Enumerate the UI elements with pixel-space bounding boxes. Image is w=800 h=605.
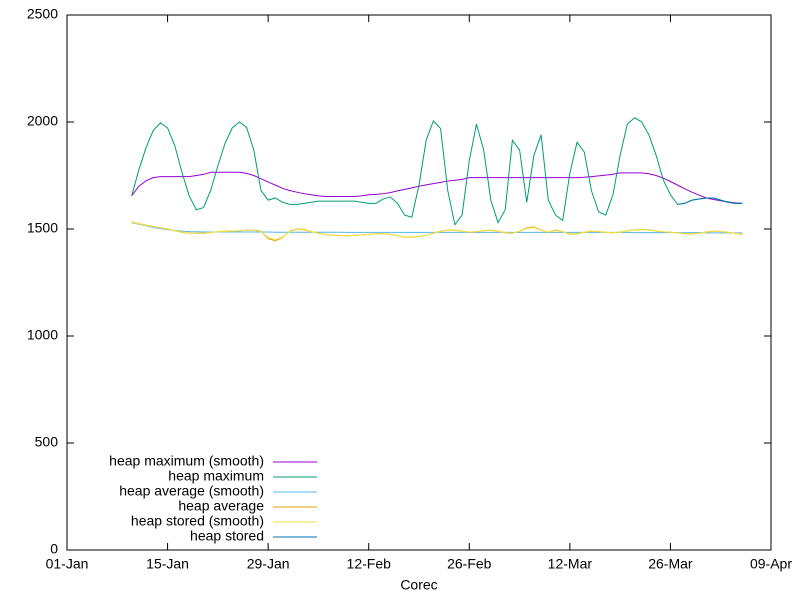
y-tick-label: 2000 bbox=[27, 113, 58, 129]
x-tick-label: 26-Feb bbox=[447, 556, 492, 572]
y-tick-label: 2500 bbox=[27, 6, 58, 22]
legend-label: heap stored (smooth) bbox=[131, 513, 264, 529]
x-tick-label: 01-Jan bbox=[46, 556, 89, 572]
plot-frame bbox=[66, 14, 772, 551]
x-tick-label: 09-Apr bbox=[750, 556, 792, 572]
x-tick-label: 26-Mar bbox=[648, 556, 693, 572]
legend-label: heap maximum (smooth) bbox=[109, 453, 264, 469]
x-axis-label: Corec bbox=[400, 577, 437, 593]
legend-label: heap maximum bbox=[168, 468, 264, 484]
y-tick-label: 1000 bbox=[27, 327, 58, 343]
x-tick-label: 29-Jan bbox=[247, 556, 290, 572]
y-tick-label: 1500 bbox=[27, 220, 58, 236]
series-line bbox=[677, 197, 743, 205]
series-line bbox=[131, 117, 743, 226]
x-tick-label: 12-Feb bbox=[347, 556, 392, 572]
legend-label: heap average (smooth) bbox=[119, 483, 264, 499]
y-tick-label: 500 bbox=[35, 434, 59, 450]
y-tick-label: 0 bbox=[50, 541, 58, 557]
series-line bbox=[131, 221, 743, 241]
legend-label: heap average bbox=[178, 498, 264, 514]
x-tick-label: 12-Mar bbox=[548, 556, 593, 572]
legend-label: heap stored bbox=[190, 528, 264, 544]
x-tick-label: 15-Jan bbox=[146, 556, 189, 572]
series-line bbox=[131, 171, 743, 204]
